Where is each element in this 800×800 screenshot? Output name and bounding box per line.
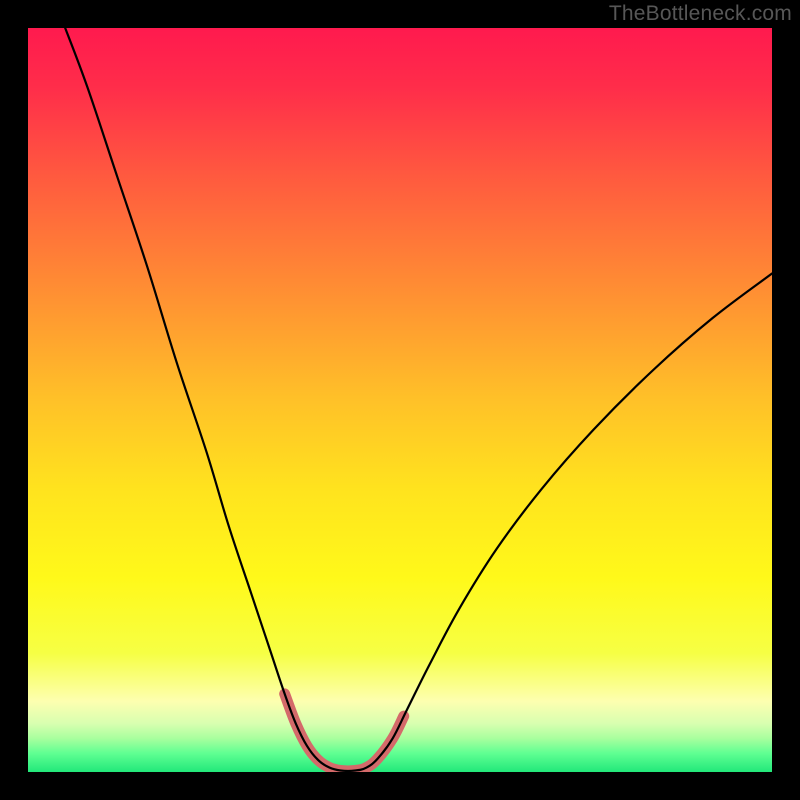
chart-canvas xyxy=(0,0,800,800)
watermark-text: TheBottleneck.com xyxy=(609,2,792,26)
plot-background xyxy=(28,28,772,772)
